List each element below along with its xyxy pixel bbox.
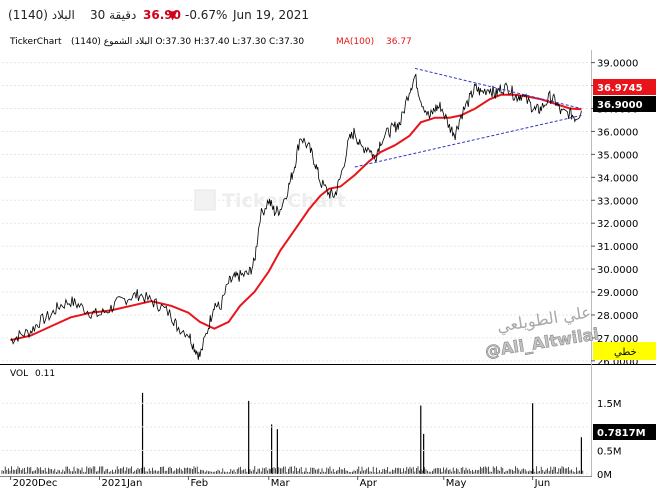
volume-label: VOL <box>10 369 28 379</box>
y-tick-label: 35.0000 <box>597 150 638 161</box>
x-tick-label: May <box>446 478 467 489</box>
y-tick-label: 34.0000 <box>597 173 638 184</box>
close-price-series <box>10 73 582 360</box>
volume-value: 0.11 <box>35 369 55 379</box>
x-tick-label: Apr <box>360 478 378 489</box>
x-tick-label: Mar <box>271 478 291 489</box>
y-tick-label: 31.0000 <box>597 242 638 253</box>
y-tick-label: 39.0000 <box>597 59 638 70</box>
date-label: Jun 19, 2021 <box>233 8 310 22</box>
y-tick-label: 36.0000 <box>597 127 638 138</box>
y-tick-label: 27.0000 <box>597 334 638 345</box>
ma-price-tag: 36.9745 <box>593 79 656 95</box>
svg-text:36.9000: 36.9000 <box>597 100 643 111</box>
svg-text:خطي: خطي <box>614 347 637 358</box>
trend-lines <box>354 67 582 168</box>
last-volume-tag: 0.7817M <box>593 424 656 440</box>
price-chart[interactable]: TickerChart TickerChart البلاد الشموع (1… <box>0 30 656 490</box>
ma-label: MA(100) <box>336 37 374 47</box>
chart-watermark: TickerChart <box>194 189 346 212</box>
y-tick-label: 30.0000 <box>597 265 638 276</box>
volume-tick-label: 1.5M <box>597 399 622 410</box>
y-tick-label: 28.0000 <box>597 311 638 322</box>
ma-value: 36.77 <box>386 37 412 47</box>
chart-brand: TickerChart <box>9 37 62 47</box>
svg-text:0.7817M: 0.7817M <box>597 428 646 439</box>
time-axis: 2020Dec 2021Jan Feb Mar Apr May Jun <box>10 476 551 489</box>
x-tick-label: Feb <box>190 478 208 489</box>
trend-line <box>354 114 582 168</box>
last-price-tag: 36.9000 <box>593 96 656 112</box>
down-arrow-icon: ▼ <box>168 8 178 22</box>
watermark-text: TickerChart <box>222 190 346 212</box>
price-line <box>10 73 582 360</box>
y-tick-label: 33.0000 <box>597 196 638 207</box>
y-tick-label: 29.0000 <box>597 288 638 299</box>
symbol-label: البلاد (1140) <box>8 8 75 22</box>
svg-text:36.9745: 36.9745 <box>597 83 643 94</box>
last-price: 36.90 <box>143 8 181 22</box>
change-percent: -0.67% <box>185 8 228 22</box>
trend-tag: خطي <box>593 342 656 360</box>
x-tick-label: Jun <box>534 478 551 489</box>
interval-label: 30 دقيقة <box>90 8 137 22</box>
y-tick-label: 32.0000 <box>597 219 638 230</box>
volume-tick-label: 0M <box>597 470 612 481</box>
volume-tick-label: 0.5M <box>597 446 622 457</box>
x-tick-label: 2021Jan <box>102 478 143 489</box>
ohlc-info: البلاد الشموع (1140) O:37.30 H:37.40 L:3… <box>71 37 304 47</box>
x-tick-label: 2020Dec <box>13 478 58 489</box>
volume-bars <box>1 392 590 475</box>
y-tick-label: 26.0000 <box>597 357 638 368</box>
trend-line <box>414 67 582 109</box>
header-bar: البلاد (1140) 30 دقيقة 36.90 ▼ -0.67% Ju… <box>0 0 656 31</box>
